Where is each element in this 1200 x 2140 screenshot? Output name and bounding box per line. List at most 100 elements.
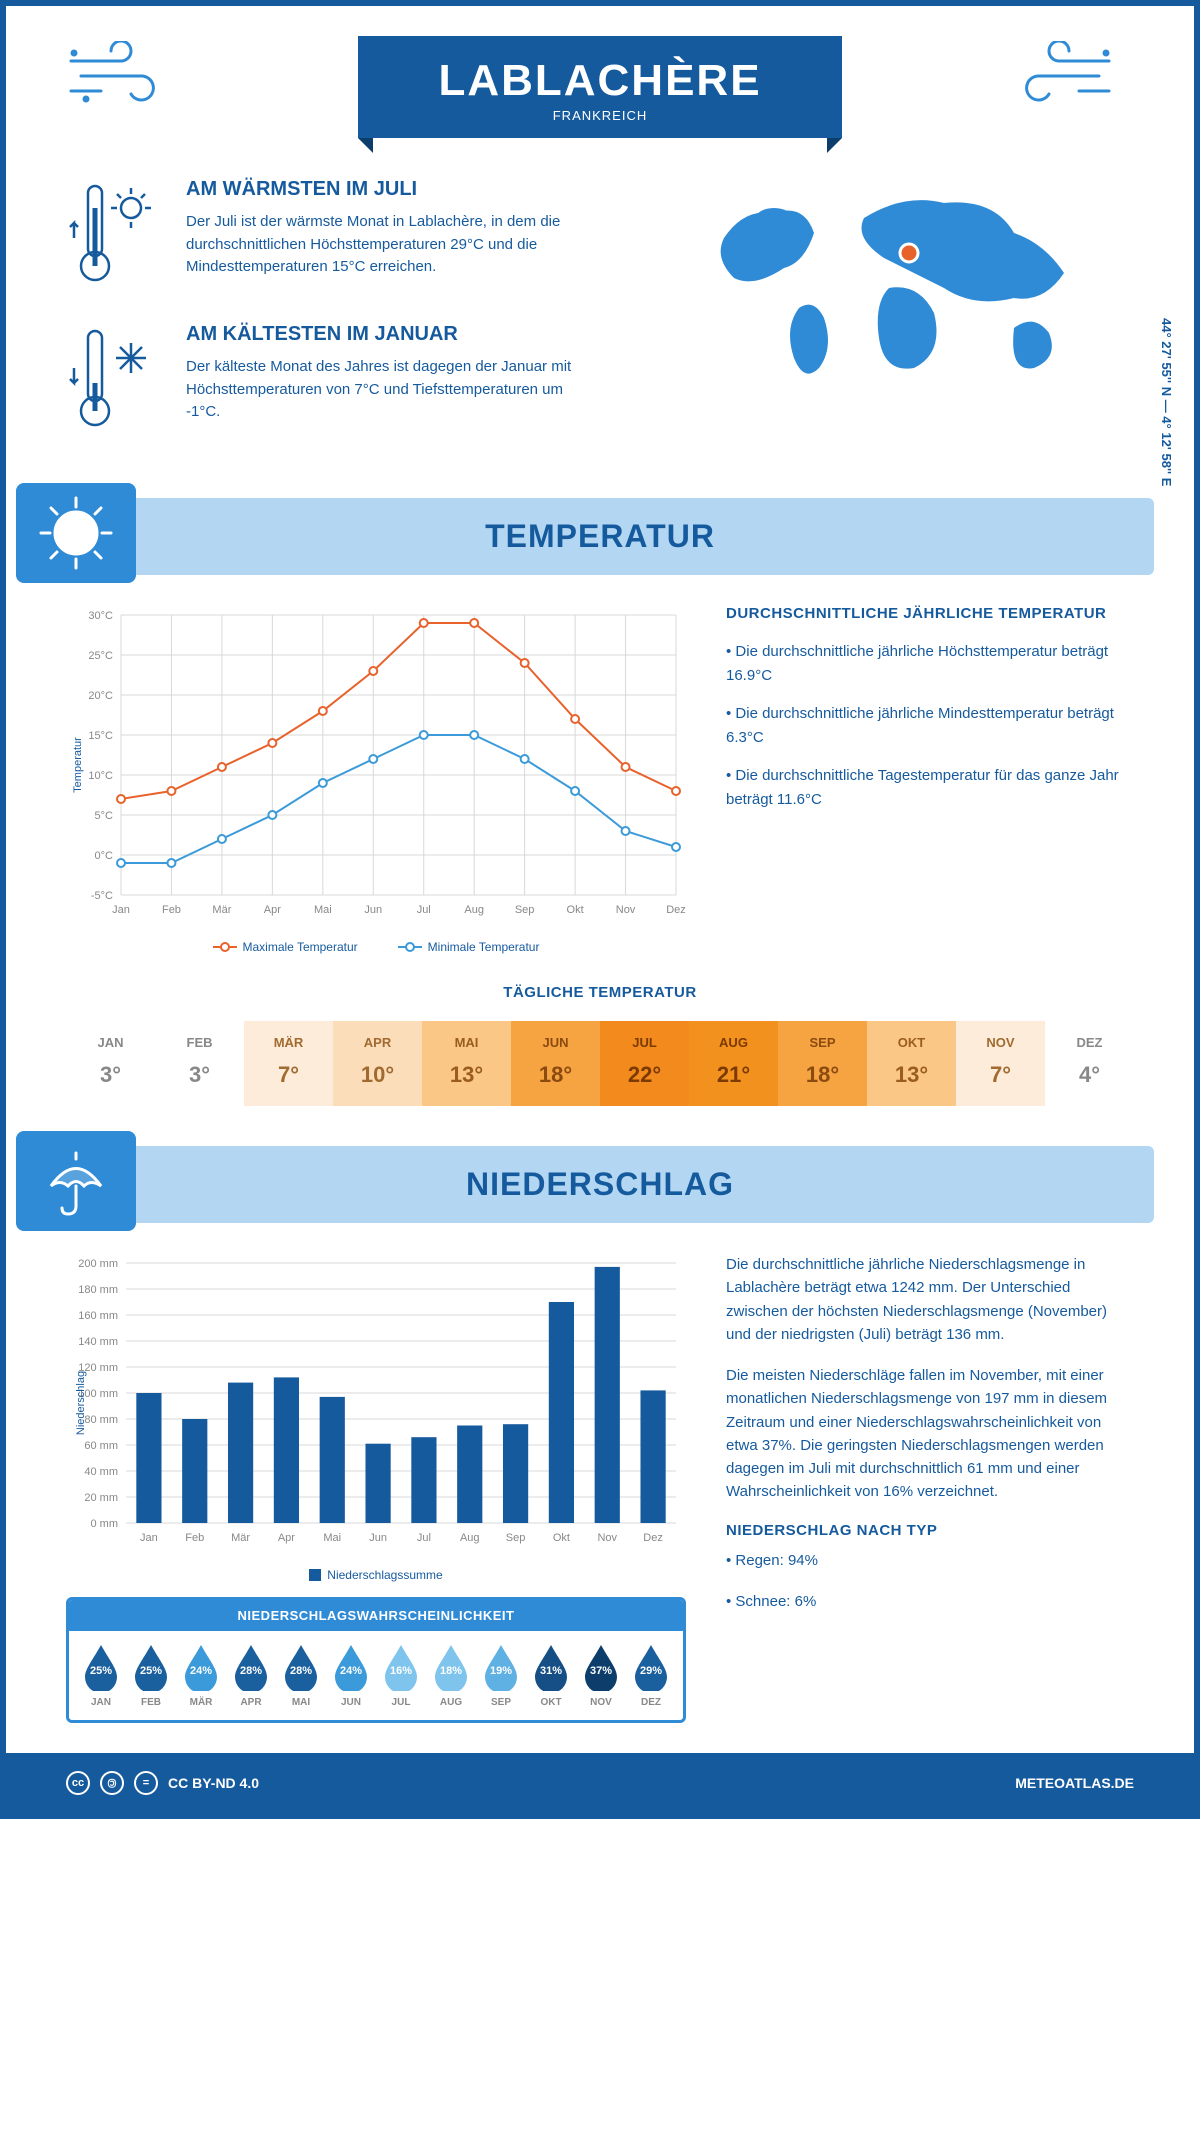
- warmest-block: AM WÄRMSTEN IM JULI Der Juli ist der wär…: [66, 178, 674, 293]
- temp-legend: .leg-line[style*='e8622b']::before{borde…: [66, 940, 686, 954]
- daily-temp-cell: JUL 22°: [600, 1021, 689, 1106]
- svg-text:Feb: Feb: [185, 1532, 204, 1544]
- temperature-info: DURCHSCHNITTLICHE JÄHRLICHE TEMPERATUR •…: [726, 605, 1134, 954]
- svg-text:20°C: 20°C: [88, 690, 113, 702]
- probability-cell: 25% FEB: [127, 1643, 175, 1708]
- temperature-chart: -5°C0°C5°C10°C15°C20°C25°C30°CJanFebMärA…: [66, 605, 686, 954]
- svg-text:160 mm: 160 mm: [78, 1310, 118, 1322]
- svg-text:Okt: Okt: [567, 904, 584, 916]
- umbrella-icon: [36, 1141, 116, 1221]
- svg-text:Nov: Nov: [597, 1532, 617, 1544]
- thermometer-cold-icon: [66, 323, 166, 433]
- probability-cell: 24% JUN: [327, 1643, 375, 1708]
- wind-icon-right: [1004, 41, 1114, 111]
- daily-temp-cell: JAN 3°: [66, 1021, 155, 1106]
- svg-text:200 mm: 200 mm: [78, 1258, 118, 1270]
- svg-text:80 mm: 80 mm: [84, 1414, 118, 1426]
- page-title: LABLACHÈRE: [438, 56, 761, 106]
- svg-text:Temperatur: Temperatur: [72, 737, 84, 793]
- precip-type-title: NIEDERSCHLAG NACH TYP: [726, 1522, 1134, 1539]
- footer: cc 🄯 = CC BY-ND 4.0 METEOATLAS.DE: [6, 1753, 1194, 1813]
- temp-bullet-2: • Die durchschnittliche Tagestemperatur …: [726, 764, 1134, 812]
- coldest-title: AM KÄLTESTEN IM JANUAR: [186, 323, 586, 346]
- svg-text:25°C: 25°C: [88, 650, 113, 662]
- daily-temp-cell: APR 10°: [333, 1021, 422, 1106]
- svg-text:180 mm: 180 mm: [78, 1284, 118, 1296]
- svg-text:Apr: Apr: [264, 904, 281, 916]
- temp-info-title: DURCHSCHNITTLICHE JÄHRLICHE TEMPERATUR: [726, 605, 1134, 622]
- daily-temp-cell: NOV 7°: [956, 1021, 1045, 1106]
- svg-text:Sep: Sep: [515, 904, 535, 916]
- infographic-page: LABLACHÈRE FRANKREICH: [0, 0, 1200, 1819]
- daily-temp-cell: OKT 13°: [867, 1021, 956, 1106]
- license-text: CC BY-ND 4.0: [168, 1775, 259, 1791]
- cc-icon: cc: [66, 1771, 90, 1795]
- nd-icon: =: [134, 1771, 158, 1795]
- precipitation-section: 0 mm20 mm40 mm60 mm80 mm100 mm120 mm140 …: [6, 1253, 1194, 1753]
- precip-legend: Niederschlagssumme: [66, 1568, 686, 1582]
- svg-text:Sep: Sep: [506, 1532, 526, 1544]
- svg-text:20 mm: 20 mm: [84, 1492, 118, 1504]
- svg-text:Jun: Jun: [364, 904, 382, 916]
- probability-cell: 24% MÄR: [177, 1643, 225, 1708]
- temperature-title: TEMPERATUR: [485, 518, 715, 555]
- svg-text:Mär: Mär: [212, 904, 231, 916]
- svg-text:10°C: 10°C: [88, 770, 113, 782]
- svg-text:Mär: Mär: [231, 1532, 250, 1544]
- legend-max: Maximale Temperatur: [243, 940, 358, 954]
- svg-text:0°C: 0°C: [95, 850, 114, 862]
- svg-text:Jul: Jul: [417, 904, 431, 916]
- probability-title: NIEDERSCHLAGSWAHRSCHEINLICHKEIT: [69, 1600, 683, 1631]
- daily-temp-cell: DEZ 4°: [1045, 1021, 1134, 1106]
- temperature-section: -5°C0°C5°C10°C15°C20°C25°C30°CJanFebMärA…: [6, 605, 1194, 984]
- daily-temp-cell: MÄR 7°: [244, 1021, 333, 1106]
- warmest-text: Der Juli ist der wärmste Monat in Lablac…: [186, 211, 586, 279]
- precip-text-1: Die durchschnittliche jährliche Niedersc…: [726, 1253, 1134, 1346]
- title-banner: LABLACHÈRE FRANKREICH: [358, 36, 841, 138]
- daily-temp-cell: MAI 13°: [422, 1021, 511, 1106]
- svg-text:Aug: Aug: [460, 1532, 480, 1544]
- precipitation-header: NIEDERSCHLAG: [46, 1146, 1154, 1223]
- svg-text:30°C: 30°C: [88, 610, 113, 622]
- probability-cell: 29% DEZ: [627, 1643, 675, 1708]
- coldest-text: Der kälteste Monat des Jahres ist dagege…: [186, 356, 586, 424]
- svg-text:Okt: Okt: [553, 1532, 570, 1544]
- sun-icon: [36, 493, 116, 573]
- temperature-header: TEMPERATUR: [46, 498, 1154, 575]
- svg-text:60 mm: 60 mm: [84, 1440, 118, 1452]
- world-map: [704, 178, 1134, 468]
- daily-temp-cell: AUG 21°: [689, 1021, 778, 1106]
- by-icon: 🄯: [100, 1771, 124, 1795]
- svg-text:Feb: Feb: [162, 904, 181, 916]
- svg-text:40 mm: 40 mm: [84, 1466, 118, 1478]
- daily-temp-cell: SEP 18°: [778, 1021, 867, 1106]
- page-subtitle: FRANKREICH: [438, 108, 761, 123]
- svg-text:Niederschlag: Niederschlag: [75, 1371, 87, 1435]
- probability-cell: 31% OKT: [527, 1643, 575, 1708]
- svg-text:0 mm: 0 mm: [91, 1518, 119, 1530]
- coldest-block: AM KÄLTESTEN IM JANUAR Der kälteste Mona…: [66, 323, 674, 438]
- thermometer-hot-icon: [66, 178, 166, 288]
- svg-text:Jun: Jun: [369, 1532, 387, 1544]
- temp-bullet-0: • Die durchschnittliche jährliche Höchst…: [726, 640, 1134, 688]
- precip-text-2: Die meisten Niederschläge fallen im Nove…: [726, 1364, 1134, 1504]
- svg-text:-5°C: -5°C: [91, 890, 113, 902]
- wind-icon-left: [66, 41, 176, 111]
- svg-text:Jan: Jan: [140, 1532, 158, 1544]
- probability-cell: 19% SEP: [477, 1643, 525, 1708]
- precip-type-0: • Regen: 94%: [726, 1549, 1134, 1572]
- svg-text:15°C: 15°C: [88, 730, 113, 742]
- header: LABLACHÈRE FRANKREICH: [6, 6, 1194, 148]
- precip-type-1: • Schnee: 6%: [726, 1590, 1134, 1613]
- precipitation-info: Die durchschnittliche jährliche Niedersc…: [726, 1253, 1134, 1723]
- svg-text:Mai: Mai: [323, 1532, 341, 1544]
- probability-box: NIEDERSCHLAGSWAHRSCHEINLICHKEIT 25% JAN …: [66, 1597, 686, 1723]
- svg-text:Apr: Apr: [278, 1532, 295, 1544]
- svg-text:Aug: Aug: [464, 904, 484, 916]
- warmest-title: AM WÄRMSTEN IM JULI: [186, 178, 586, 201]
- precip-legend-label: Niederschlagssumme: [327, 1568, 442, 1582]
- daily-temp-title: TÄGLICHE TEMPERATUR: [66, 984, 1134, 1001]
- svg-text:140 mm: 140 mm: [78, 1336, 118, 1348]
- probability-cell: 18% AUG: [427, 1643, 475, 1708]
- intro-section: AM WÄRMSTEN IM JULI Der Juli ist der wär…: [6, 148, 1194, 488]
